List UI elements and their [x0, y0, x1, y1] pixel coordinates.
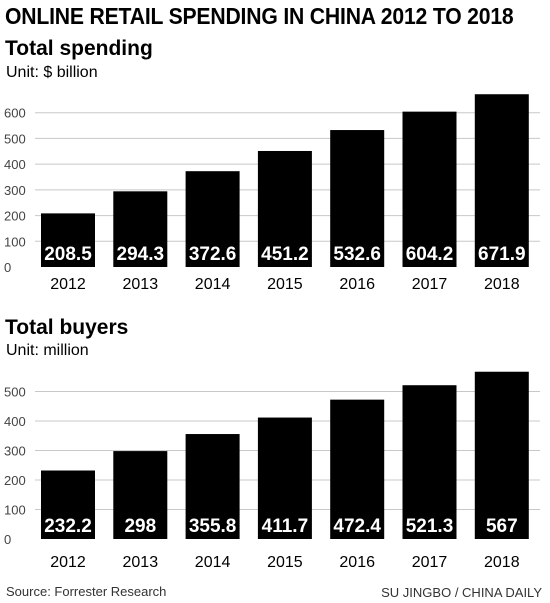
buyers-y-tick-label: 400 [4, 414, 26, 429]
buyers-bar [402, 385, 457, 539]
credit-note: SU JINGBO / CHINA DAILY [381, 585, 542, 600]
spending-y-tick-label: 500 [4, 131, 26, 146]
buyers-x-tick-label: 2016 [339, 554, 375, 571]
spending-y-tick-label: 100 [4, 234, 26, 249]
source-note: Source: Forrester Research [6, 584, 167, 599]
spending-x-tick-label: 2014 [195, 276, 231, 293]
spending-bar-value-label: 671.9 [478, 244, 526, 265]
buyers-bar [113, 451, 168, 539]
spending-x-tick-label: 2018 [484, 276, 520, 293]
spending-chart-title: Total spending [5, 37, 153, 60]
buyers-x-tick-label: 2017 [412, 554, 448, 571]
spending-bar [257, 150, 312, 267]
spending-bar [113, 191, 168, 267]
buyers-x-tick-label: 2012 [50, 554, 86, 571]
spending-bar-value-label: 294.3 [117, 244, 165, 265]
buyers-bar [330, 399, 385, 539]
buyers-bar-value-label: 411.7 [262, 516, 309, 537]
buyers-bar [474, 371, 529, 539]
spending-x-tick-label: 2016 [339, 276, 375, 293]
spending-bar-value-label: 604.2 [406, 244, 454, 265]
buyers-y-tick-label: 200 [4, 473, 26, 488]
buyers-y-tick-label: 500 [4, 385, 26, 400]
spending-bar [402, 111, 457, 268]
spending-y-tick-label: 400 [4, 157, 26, 172]
buyers-chart-title: Total buyers [5, 316, 129, 339]
buyers-bar [185, 434, 240, 539]
spending-bar [185, 171, 240, 267]
spending-bar-value-label: 208.5 [44, 244, 92, 265]
spending-x-tick-label: 2012 [50, 276, 86, 293]
spending-x-tick-label: 2017 [412, 276, 448, 293]
buyers-bar-value-label: 472.4 [333, 516, 381, 537]
spending-y-tick-label: 200 [4, 209, 26, 224]
buyers-y-tick-label: 0 [4, 532, 11, 547]
buyers-bar-value-label: 298 [124, 516, 156, 537]
spending-y-tick-label: 0 [4, 260, 11, 275]
spending-y-tick-label: 600 [4, 106, 26, 121]
buyers-x-tick-label: 2018 [484, 554, 520, 571]
spending-y-tick-label: 300 [4, 183, 26, 198]
spending-unit-label: Unit: $ billion [6, 64, 98, 81]
buyers-bar-value-label: 521.3 [406, 516, 454, 537]
chart-main-title: ONLINE RETAIL SPENDING IN CHINA 2012 TO … [5, 3, 514, 29]
buyers-x-tick-label: 2014 [195, 554, 231, 571]
buyers-bar [41, 470, 95, 539]
buyers-bar [257, 417, 312, 539]
buyers-x-tick-label: 2013 [123, 554, 159, 571]
spending-bar-value-label: 372.6 [189, 244, 237, 265]
spending-bar [474, 94, 529, 268]
spending-bar-value-label: 532.6 [333, 244, 381, 265]
spending-x-tick-label: 2013 [123, 276, 159, 293]
buyers-y-tick-label: 300 [4, 444, 26, 459]
spending-bar-value-label: 451.2 [261, 244, 309, 265]
buyers-bar-value-label: 567 [486, 516, 518, 537]
buyers-unit-label: Unit: million [6, 342, 89, 359]
buyers-bar-value-label: 355.8 [189, 516, 237, 537]
buyers-y-tick-label: 100 [4, 503, 26, 518]
spending-bar [41, 213, 95, 267]
spending-bar [330, 130, 385, 267]
buyers-bar-value-label: 232.2 [44, 516, 92, 537]
spending-x-tick-label: 2015 [267, 276, 303, 293]
spending-bar-chart: 0 100 200 300 400 500 600 208.5 2012 294.3 2013 372… [4, 94, 540, 293]
buyers-x-tick-label: 2015 [267, 554, 303, 571]
